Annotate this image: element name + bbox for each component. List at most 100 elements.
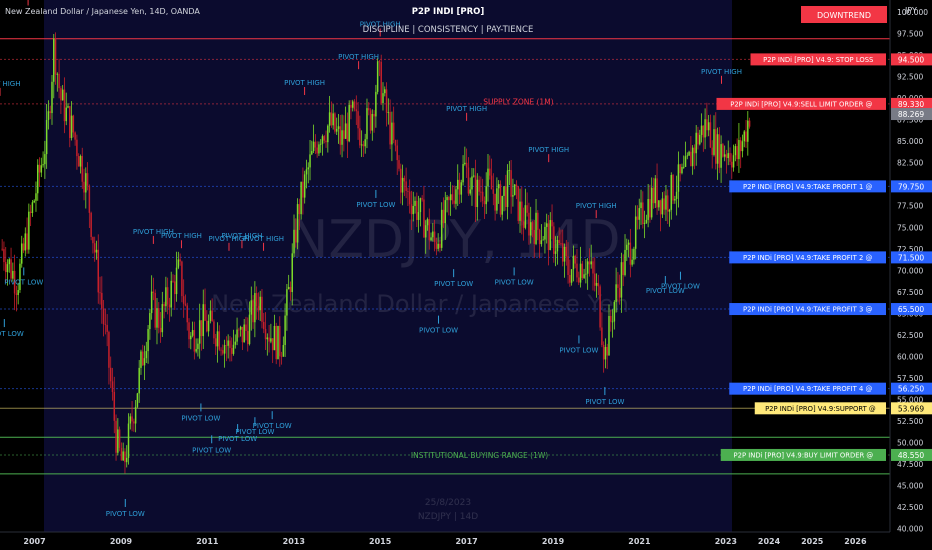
candle-body — [1, 248, 3, 250]
candle-body — [458, 179, 461, 195]
candle-body — [305, 169, 308, 175]
candle-body — [704, 119, 706, 138]
last-price-tag — [891, 108, 932, 121]
candle-body — [622, 262, 624, 276]
candle-body — [547, 223, 550, 251]
candle-body — [222, 350, 224, 354]
candle-body — [542, 239, 544, 241]
candle-body — [448, 197, 450, 201]
candle-body — [423, 199, 425, 238]
candle-body — [150, 291, 153, 314]
pivot-low-label: PIVOT LOW — [646, 287, 685, 295]
candle-body — [529, 222, 532, 236]
candle-body — [747, 120, 749, 142]
candle-body — [583, 274, 585, 278]
currency-label: JPY — [904, 6, 917, 15]
candle-body — [156, 308, 158, 328]
candle-body — [170, 280, 172, 308]
candle-body — [296, 204, 299, 243]
time-axis-background — [0, 532, 932, 550]
candle-body — [455, 189, 457, 204]
y-tick-label: 72.500 — [897, 245, 923, 254]
x-tick-label: 2023 — [715, 537, 737, 546]
candle-body — [359, 128, 361, 146]
candle-body — [193, 330, 196, 352]
candle-body — [723, 154, 726, 157]
candle-body — [186, 305, 188, 323]
candle-body — [451, 194, 454, 201]
candle-body — [154, 293, 156, 328]
candle-body — [60, 88, 62, 101]
candle-body — [15, 293, 18, 295]
pivot-low-label: PIVOT LOW — [0, 330, 24, 338]
pivot-low-label: PIVOT LOW — [661, 283, 700, 291]
symbol-info: New Zealand Dollar / Japanese Yen, 14D, … — [5, 7, 200, 16]
candle-body — [522, 221, 525, 228]
x-tick-label: 2015 — [369, 537, 392, 546]
price-line-label-box — [716, 97, 886, 110]
trend-badge-label: DOWNTREND — [817, 11, 871, 20]
zone-label: SUPPLY ZONE (1M) — [483, 98, 553, 107]
candle-body — [188, 322, 190, 340]
candle-body — [553, 226, 555, 254]
candle-body — [350, 104, 352, 108]
candle-body — [190, 335, 192, 340]
candle-body — [67, 106, 69, 108]
candle-body — [634, 216, 637, 249]
candle-body — [149, 313, 151, 330]
x-tick-label: 2011 — [196, 537, 219, 546]
candle-body — [524, 205, 527, 228]
candle-body — [464, 162, 466, 165]
candle-body — [127, 423, 130, 458]
candle-body — [220, 349, 222, 351]
candle-body — [517, 186, 519, 221]
candle-body — [346, 123, 349, 142]
candle-body — [699, 134, 701, 145]
candle-body — [225, 345, 228, 346]
candle-body — [668, 209, 671, 212]
candle-body — [284, 315, 286, 346]
price-value-tag — [891, 53, 932, 66]
candle-body — [300, 181, 302, 215]
candle-body — [4, 262, 7, 273]
candle-body — [204, 304, 206, 321]
candle-body — [675, 191, 678, 199]
candle-body — [465, 162, 468, 168]
candle-body — [684, 156, 687, 167]
candle-body — [476, 179, 479, 208]
candle-body — [440, 209, 443, 248]
candle-body — [261, 296, 263, 322]
candle-body — [280, 356, 283, 358]
candle-body — [302, 181, 304, 198]
candle-body — [595, 283, 598, 286]
candle-body — [706, 119, 708, 131]
candle-body — [49, 111, 51, 114]
candle-body — [556, 239, 559, 252]
candle-body — [143, 358, 146, 366]
pivot-high-label: PIVOT HIGH — [338, 53, 379, 61]
candle-body — [291, 253, 293, 293]
pivot-low-label: PIVOT LOW — [181, 414, 220, 422]
time-axis[interactable]: 2007 2009 2011 2013 2015 2017 2019 2021 2023 2024… — [23, 537, 867, 546]
candle-body — [42, 164, 44, 166]
candle-body — [58, 73, 60, 89]
candle-body — [207, 320, 210, 332]
candle-body — [681, 166, 683, 174]
watermark-name: New Zealand Dollar / Japanese Yen — [211, 290, 629, 318]
candle-body — [652, 187, 655, 204]
candle-body — [528, 212, 530, 236]
candle-body — [117, 429, 119, 453]
candle-body — [263, 321, 265, 330]
candle-body — [77, 156, 80, 167]
candle-body — [35, 193, 37, 201]
candle-body — [234, 341, 237, 345]
pivot-low-label: PIVOT LOW — [253, 422, 292, 430]
price-line-label-box — [720, 448, 886, 461]
candle-body — [665, 195, 667, 210]
pivot-low-label: PIVOT LOW — [192, 446, 231, 454]
pivot-high-label: PIVOT HIGH — [208, 235, 249, 243]
candle-body — [26, 233, 28, 250]
pivot-high-label: PIVOT HIGH — [528, 146, 569, 154]
candle-body — [218, 331, 221, 350]
